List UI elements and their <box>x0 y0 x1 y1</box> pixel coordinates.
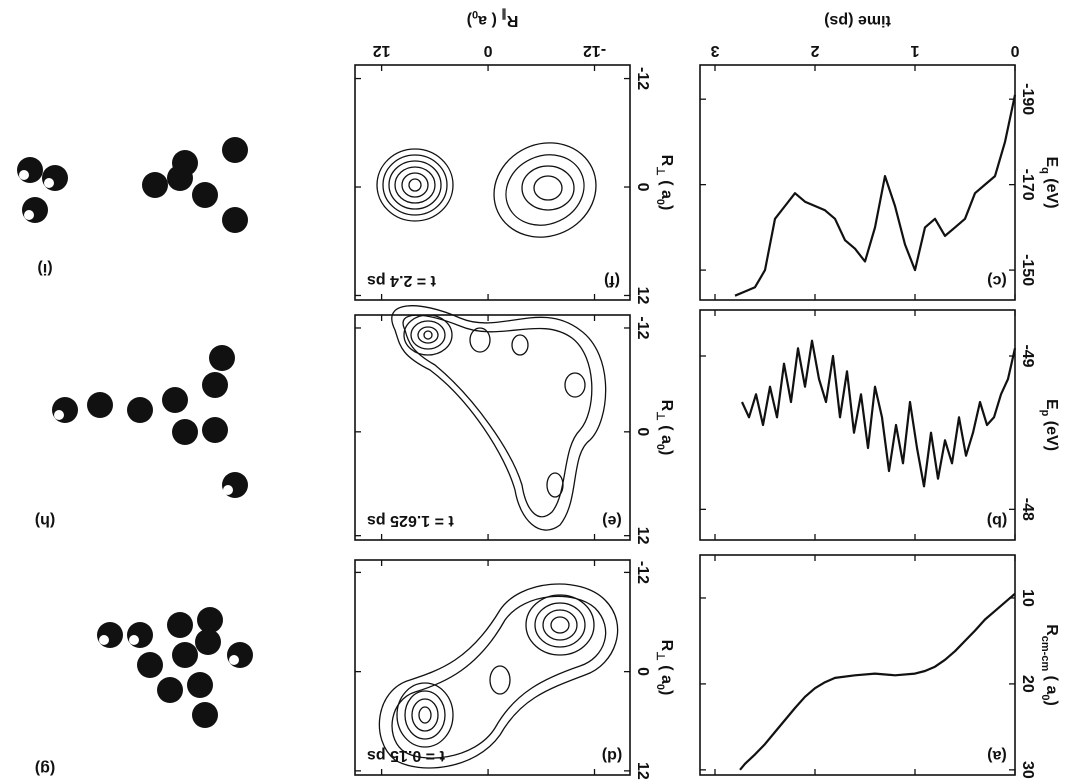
label-part: E <box>1043 156 1060 167</box>
label-part: R <box>1043 624 1060 636</box>
y-tick-label: -150 <box>1019 254 1036 286</box>
y-tick-label: 0 <box>634 667 651 676</box>
plot-frame <box>699 64 1016 301</box>
panel-label: (f) <box>604 272 620 289</box>
x-tick-label: 2 <box>810 42 819 59</box>
label-part: ( a <box>658 176 675 199</box>
data-curve <box>734 94 1017 297</box>
y-tick-label: 20 <box>1019 675 1036 693</box>
panel-label: (e) <box>602 512 622 529</box>
label-part: cm-cm <box>1039 636 1051 672</box>
y-axis-label: R⊥ ( a0) <box>654 155 675 211</box>
cluster-picture <box>52 345 248 498</box>
y-axis-label: Eq (eV) <box>1039 156 1060 208</box>
cluster-picture <box>17 137 248 233</box>
label-part: R <box>658 640 675 652</box>
label-part: ( a <box>1043 671 1060 694</box>
y-tick-label: 30 <box>1019 761 1036 779</box>
panel-label: (g) <box>35 760 55 777</box>
illustrations <box>17 137 619 769</box>
label-part: 0 <box>654 199 666 205</box>
label-part: R <box>658 400 675 412</box>
label-part: 0 <box>654 684 666 690</box>
y-axis-label: R⊥ ( a0) <box>654 400 675 456</box>
label-part: ) <box>658 450 675 455</box>
label-part: ⊥ <box>654 411 666 421</box>
plot-frame <box>354 314 631 541</box>
label-part: 0 <box>1039 694 1051 700</box>
x-tick-label: 0 <box>1010 42 1019 59</box>
x-tick-label: 1 <box>910 42 919 59</box>
x-tick-label: 0 <box>484 42 493 59</box>
y-tick-label: 12 <box>634 287 651 305</box>
label-part: p <box>1039 410 1051 417</box>
plot-frame <box>699 309 1016 541</box>
plot-frame <box>354 64 631 301</box>
panel-label: (a) <box>987 747 1007 764</box>
label-part: ) <box>1043 700 1060 705</box>
label-part: ( a <box>478 12 501 29</box>
y-axis-label: R⊥ ( a0) <box>654 640 675 696</box>
label-part: ⊥ <box>654 166 666 176</box>
y-tick-label: -49 <box>1019 344 1036 367</box>
label-part: E <box>1043 399 1060 410</box>
y-tick-label: -12 <box>634 316 651 339</box>
y-axis-label: Ep (eV) <box>1039 399 1060 451</box>
data-curve <box>740 339 1017 488</box>
data-curve <box>739 592 1016 771</box>
panel-label: (c) <box>987 272 1007 289</box>
plot-frame <box>699 554 1016 776</box>
y-tick-label: -190 <box>1019 83 1036 115</box>
label-part: ) <box>658 205 675 210</box>
y-tick-label: 12 <box>634 527 651 545</box>
y-axis-label: Rcm-cm ( a0) <box>1039 624 1060 706</box>
contour-map <box>391 305 607 531</box>
label-part: ) <box>658 690 675 695</box>
annotation: t = 0.15 ps <box>367 747 445 764</box>
contour-map <box>378 583 619 769</box>
annotation: t = 1.625 ps <box>367 512 454 529</box>
label-part: R <box>506 12 518 29</box>
y-tick-label: -12 <box>634 561 651 584</box>
label-part: (eV) <box>1043 174 1060 209</box>
panel-label: (h) <box>35 512 55 529</box>
x-axis-label: R∥ ( a0) <box>467 8 519 29</box>
panel-label: (d) <box>602 747 622 764</box>
label-part: (eV) <box>1043 416 1060 451</box>
cluster-picture <box>97 607 253 728</box>
y-tick-label: -170 <box>1019 169 1036 201</box>
y-tick-label: 0 <box>634 427 651 436</box>
y-tick-label: -12 <box>634 67 651 90</box>
label-part: ⊥ <box>654 651 666 661</box>
x-axis-label: time (ps) <box>824 12 891 29</box>
contour-map <box>376 142 597 238</box>
y-tick-label: -48 <box>1019 498 1036 521</box>
label-part: ∥ <box>501 8 507 20</box>
y-tick-label: 12 <box>634 762 651 780</box>
label-part: q <box>1039 167 1051 174</box>
label-part: 0 <box>472 8 478 20</box>
x-tick-label: 3 <box>710 42 719 59</box>
label-part: R <box>658 155 675 167</box>
x-tick-label: 12 <box>373 42 391 59</box>
panel-label: (b) <box>987 512 1007 529</box>
plot-frame <box>354 559 631 776</box>
panel-label: (i) <box>37 260 52 277</box>
label-part: ( a <box>658 421 675 444</box>
label-part: ) <box>467 12 472 29</box>
annotation: t = 2.4 ps <box>367 272 436 289</box>
x-tick-label: -12 <box>583 42 606 59</box>
label-part: ( a <box>658 661 675 684</box>
label-part: 0 <box>654 444 666 450</box>
y-tick-label: 0 <box>634 183 651 192</box>
y-tick-label: 10 <box>1019 589 1036 607</box>
